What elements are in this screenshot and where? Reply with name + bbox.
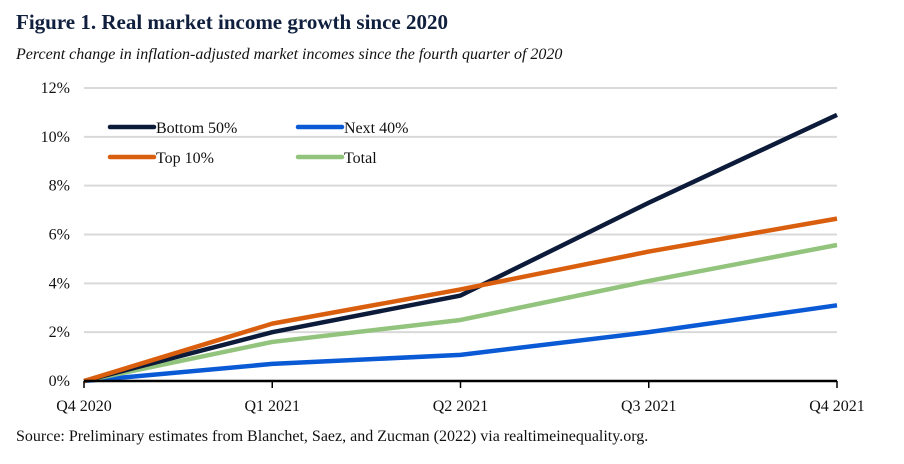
- source-note: Source: Preliminary estimates from Blanc…: [16, 428, 649, 445]
- series-line-total: [83, 242, 838, 384]
- legend-label: Top 10%: [156, 150, 214, 167]
- x-tick-label: Q2 2021: [433, 398, 489, 415]
- x-axis: Q4 2020 Q1 2021 Q2 2021 Q3 2021 Q4 2021: [56, 379, 865, 415]
- series-line-next-40-: [83, 303, 838, 384]
- x-tick-label: Q4 2020: [56, 398, 112, 415]
- legend: Bottom 50% Next 40% Top 10% Total: [107, 120, 408, 167]
- legend-item: Total: [295, 150, 377, 167]
- y-tick-label: 8%: [49, 178, 70, 195]
- y-axis-ticks: 0% 2% 4% 6% 8% 10% 12%: [41, 80, 70, 390]
- x-tick-label: Q1 2021: [244, 398, 300, 415]
- y-tick-label: 0%: [49, 373, 70, 390]
- chart-subtitle: Percent change in inflation-adjusted mar…: [16, 46, 563, 63]
- legend-label: Bottom 50%: [156, 120, 237, 137]
- series-lines: [83, 112, 838, 384]
- legend-label: Next 40%: [344, 120, 408, 137]
- legend-label: Total: [344, 150, 377, 167]
- series-line-top-10-: [83, 216, 838, 384]
- y-tick-label: 6%: [49, 227, 70, 244]
- x-tick-label: Q4 2021: [809, 398, 865, 415]
- y-tick-label: 12%: [41, 80, 70, 97]
- series-line-bottom-50-: [83, 112, 838, 384]
- y-tick-label: 2%: [49, 324, 70, 341]
- x-tick-label: Q3 2021: [621, 398, 677, 415]
- y-tick-label: 4%: [49, 275, 70, 292]
- legend-item: Next 40%: [295, 120, 408, 137]
- y-tick-label: 10%: [41, 129, 70, 146]
- legend-item: Top 10%: [107, 150, 214, 167]
- gridlines: [84, 87, 837, 334]
- chart-title: Figure 1. Real market income growth sinc…: [16, 10, 448, 34]
- legend-item: Bottom 50%: [107, 120, 237, 137]
